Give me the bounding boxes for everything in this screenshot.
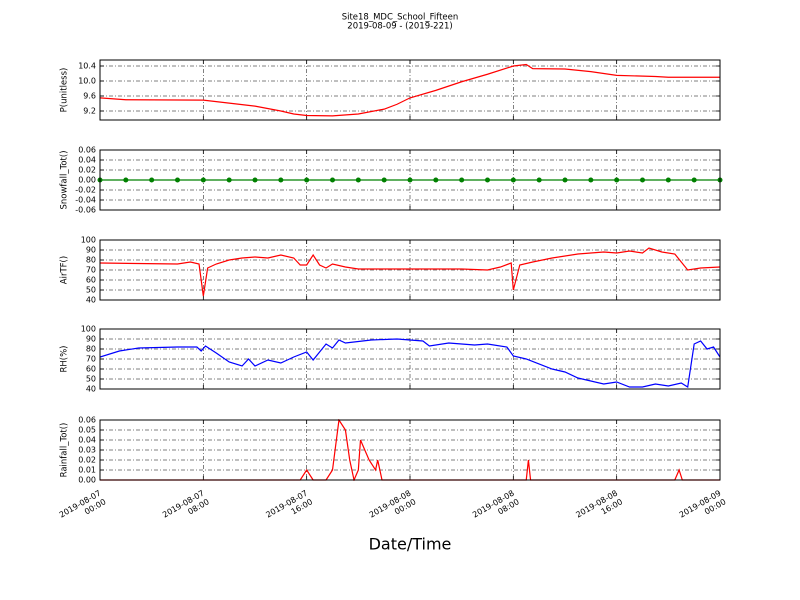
data-point (278, 177, 284, 183)
data-point (175, 177, 180, 183)
y-tick-label: 100 (81, 325, 96, 334)
data-point (330, 177, 335, 183)
data-point (433, 177, 439, 183)
panel: -0.06-0.04-0.020.000.020.040.06 Snowfall_… (60, 146, 723, 215)
y-tick-label: 0.04 (78, 436, 96, 445)
y-tick-label: 9.2 (83, 107, 96, 116)
data-point (355, 177, 361, 183)
y-tick-label: 10.0 (78, 77, 96, 86)
y-tick-label: 0.02 (78, 456, 96, 465)
plot-frame (99, 328, 721, 390)
plot-frame (99, 419, 721, 481)
y-tick-label: 60 (86, 365, 96, 374)
y-tick-label: 0.05 (78, 426, 96, 435)
panel: 9.2 9.6 10.0 10.4 P(unitless) (60, 59, 721, 121)
y-tick-label: 0.03 (78, 446, 96, 455)
data-point (407, 177, 413, 183)
y-tick-label: 9.6 (83, 92, 96, 101)
y-tick-label: -0.02 (75, 186, 96, 195)
plot-frame (99, 239, 721, 301)
data-point (226, 177, 232, 183)
data-point (123, 177, 129, 183)
y-tick-label: 0.06 (78, 146, 96, 155)
y-tick-label: 0.04 (78, 156, 96, 165)
y-axis-label: P(unitless) (60, 68, 70, 113)
title: Site18_MDC_School_Fifteen (342, 13, 459, 23)
data-point (614, 177, 620, 183)
data-line (100, 247, 720, 297)
data-point (459, 177, 465, 183)
y-tick-label: 0.01 (78, 466, 96, 475)
plot-frame (99, 59, 721, 121)
data-point (304, 177, 310, 183)
y-axis-label: RH(%) (60, 345, 70, 372)
y-tick-label: 40 (86, 296, 96, 305)
y-tick-label: 70 (86, 355, 96, 364)
y-tick-label: 0.00 (78, 176, 96, 185)
x-axis-label: Date/Time (369, 535, 452, 554)
y-tick-label: 90 (86, 246, 96, 255)
data-line (100, 338, 720, 388)
data-point (640, 177, 645, 183)
data-point (200, 177, 206, 183)
data-line (100, 63, 720, 117)
data-point (691, 177, 697, 183)
y-tick-label: 80 (86, 256, 96, 265)
y-tick-label: 90 (86, 335, 96, 344)
data-point (149, 177, 155, 183)
y-axis-label: Snowfall_Tot() (60, 150, 70, 209)
y-tick-label: 0.06 (78, 416, 96, 425)
y-tick-label: 10.4 (78, 62, 96, 71)
data-point (665, 177, 671, 183)
y-tick-label: 50 (86, 375, 96, 384)
y-axis-label: Rainfall_Tot() (60, 423, 70, 478)
subtitle: 2019-08-09 - (2019-221) (347, 22, 452, 32)
y-tick-label: 0.02 (78, 166, 96, 175)
y-tick-label: 70 (86, 266, 96, 275)
y-tick-label: -0.04 (75, 196, 96, 205)
data-point (588, 177, 594, 183)
data-point (536, 177, 542, 183)
y-tick-label: 100 (81, 236, 96, 245)
y-tick-label: 0.00 (78, 476, 96, 485)
data-point (510, 177, 516, 183)
plot-frame (99, 149, 721, 211)
data-point (562, 177, 568, 183)
y-tick-label: 40 (86, 385, 96, 394)
y-tick-label: 60 (86, 276, 96, 285)
data-point (485, 177, 490, 183)
y-tick-label: 50 (86, 286, 96, 295)
y-tick-label: -0.06 (75, 206, 96, 215)
y-tick-label: 80 (86, 345, 96, 354)
data-point (252, 177, 258, 183)
data-point (381, 177, 387, 183)
y-axis-label: AirTF() (60, 256, 70, 284)
